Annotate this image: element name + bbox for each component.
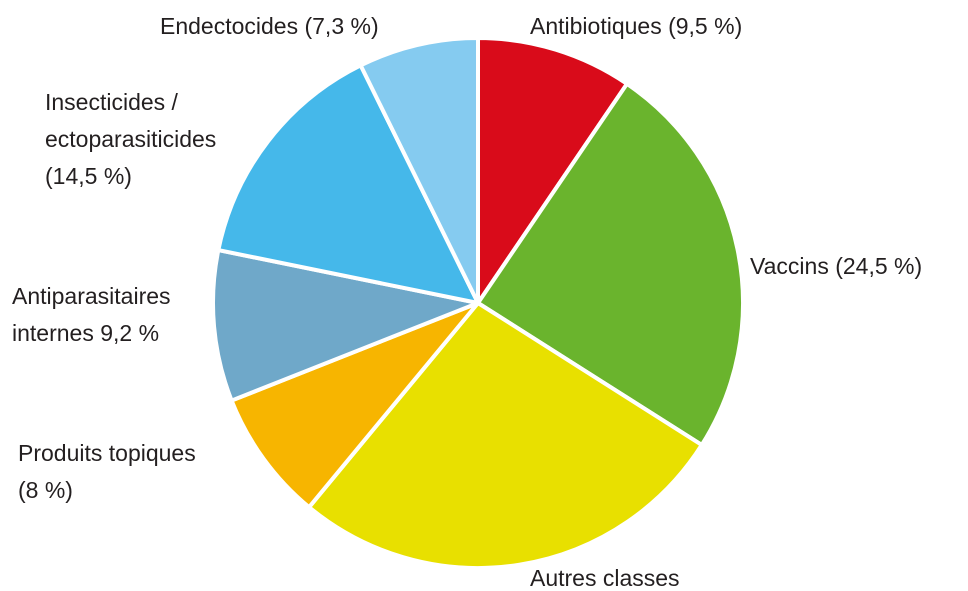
slice-label: Insecticides / xyxy=(45,89,179,115)
slice-label: Produits topiques xyxy=(18,440,196,466)
slice-label: Endectocides (7,3 %) xyxy=(160,13,379,39)
slice-label: ectoparasiticides xyxy=(45,126,216,152)
pie-slice xyxy=(307,301,704,570)
slice-label: Antiparasitaires xyxy=(12,283,171,309)
slice-label: (14,5 %) xyxy=(45,163,132,189)
pie-slice xyxy=(211,248,480,403)
slice-label: Autres classes xyxy=(530,565,680,591)
pie-slice xyxy=(476,81,745,447)
pie-slice xyxy=(358,36,480,305)
slice-label: (8 %) xyxy=(18,477,73,503)
pie-slice xyxy=(229,301,480,510)
slice-label: Antibiotiques (9,5 %) xyxy=(530,13,742,39)
pie-slice xyxy=(216,63,480,305)
slice-label: Vaccins (24,5 %) xyxy=(750,253,922,279)
slice-label: internes 9,2 % xyxy=(12,320,159,346)
pie-slice xyxy=(476,36,629,305)
